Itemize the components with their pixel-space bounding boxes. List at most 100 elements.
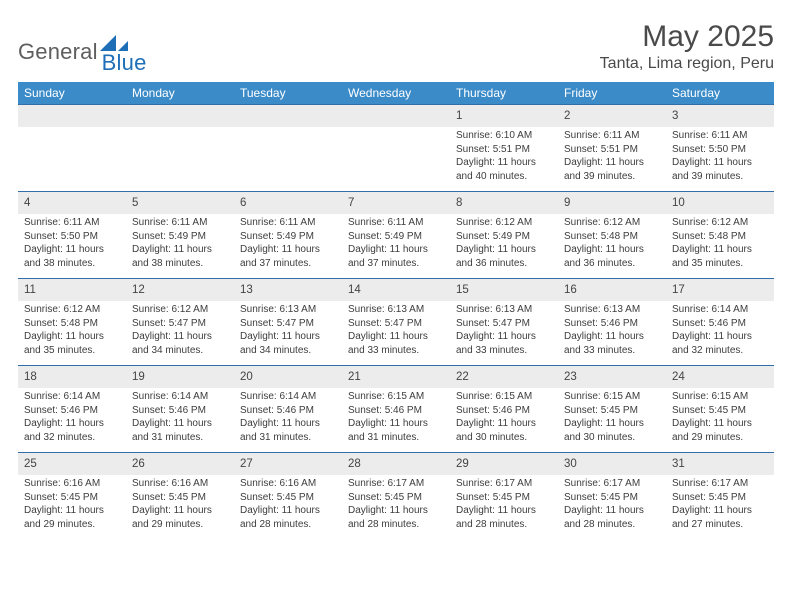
detail-line: Sunrise: 6:14 AM <box>672 303 768 317</box>
title-block: May 2025 Tanta, Lima region, Peru <box>600 20 774 73</box>
detail-line: Sunset: 5:49 PM <box>240 230 336 244</box>
day-detail-cell: Sunrise: 6:12 AMSunset: 5:48 PMDaylight:… <box>18 301 126 366</box>
detail-line: Sunset: 5:49 PM <box>348 230 444 244</box>
detail-line: Daylight: 11 hours and 33 minutes. <box>564 330 660 357</box>
detail-line: Sunset: 5:47 PM <box>348 317 444 331</box>
day-detail-cell: Sunrise: 6:11 AMSunset: 5:50 PMDaylight:… <box>18 214 126 279</box>
detail-line: Sunset: 5:45 PM <box>672 404 768 418</box>
logo: General Blue <box>18 28 147 76</box>
detail-row: Sunrise: 6:10 AMSunset: 5:51 PMDaylight:… <box>18 127 774 192</box>
calendar-page: General Blue May 2025 Tanta, Lima region… <box>0 0 792 612</box>
day-number-cell: 8 <box>450 192 558 215</box>
day-detail-cell: Sunrise: 6:11 AMSunset: 5:49 PMDaylight:… <box>234 214 342 279</box>
day-number-cell: 31 <box>666 453 774 476</box>
detail-line: Daylight: 11 hours and 29 minutes. <box>132 504 228 531</box>
detail-line: Sunset: 5:45 PM <box>24 491 120 505</box>
day-number-cell: 28 <box>342 453 450 476</box>
detail-line: Sunset: 5:45 PM <box>240 491 336 505</box>
detail-line: Sunset: 5:49 PM <box>456 230 552 244</box>
detail-line: Sunset: 5:46 PM <box>348 404 444 418</box>
detail-line: Sunset: 5:47 PM <box>132 317 228 331</box>
day-header-row: Sunday Monday Tuesday Wednesday Thursday… <box>18 82 774 105</box>
detail-line: Sunrise: 6:12 AM <box>132 303 228 317</box>
daynum-row: 45678910 <box>18 192 774 215</box>
day-number-cell: 1 <box>450 105 558 128</box>
day-number-cell: 11 <box>18 279 126 302</box>
detail-line: Daylight: 11 hours and 28 minutes. <box>564 504 660 531</box>
detail-line: Sunset: 5:46 PM <box>240 404 336 418</box>
detail-line: Sunrise: 6:17 AM <box>456 477 552 491</box>
day-number-cell <box>18 105 126 128</box>
detail-line: Sunset: 5:51 PM <box>564 143 660 157</box>
day-number-cell: 14 <box>342 279 450 302</box>
detail-line: Daylight: 11 hours and 39 minutes. <box>564 156 660 183</box>
day-number-cell: 16 <box>558 279 666 302</box>
detail-line: Sunset: 5:46 PM <box>456 404 552 418</box>
day-detail-cell: Sunrise: 6:11 AMSunset: 5:49 PMDaylight:… <box>126 214 234 279</box>
detail-line: Sunrise: 6:14 AM <box>24 390 120 404</box>
dayhead-wed: Wednesday <box>342 82 450 105</box>
day-detail-cell: Sunrise: 6:12 AMSunset: 5:48 PMDaylight:… <box>558 214 666 279</box>
day-number-cell: 24 <box>666 366 774 389</box>
detail-line: Daylight: 11 hours and 30 minutes. <box>564 417 660 444</box>
detail-line: Sunrise: 6:12 AM <box>672 216 768 230</box>
detail-line: Daylight: 11 hours and 35 minutes. <box>672 243 768 270</box>
day-detail-cell: Sunrise: 6:11 AMSunset: 5:51 PMDaylight:… <box>558 127 666 192</box>
detail-line: Sunrise: 6:11 AM <box>132 216 228 230</box>
day-number-cell <box>126 105 234 128</box>
detail-line: Sunset: 5:45 PM <box>132 491 228 505</box>
day-detail-cell <box>234 127 342 192</box>
day-detail-cell: Sunrise: 6:17 AMSunset: 5:45 PMDaylight:… <box>558 475 666 539</box>
detail-row: Sunrise: 6:11 AMSunset: 5:50 PMDaylight:… <box>18 214 774 279</box>
daynum-row: 18192021222324 <box>18 366 774 389</box>
detail-line: Sunset: 5:46 PM <box>24 404 120 418</box>
detail-line: Sunset: 5:45 PM <box>348 491 444 505</box>
daynum-row: 11121314151617 <box>18 279 774 302</box>
detail-line: Sunrise: 6:11 AM <box>240 216 336 230</box>
day-number-cell: 18 <box>18 366 126 389</box>
day-detail-cell <box>342 127 450 192</box>
detail-line: Daylight: 11 hours and 33 minutes. <box>348 330 444 357</box>
detail-line: Sunset: 5:50 PM <box>672 143 768 157</box>
detail-line: Sunset: 5:45 PM <box>456 491 552 505</box>
day-number-cell: 25 <box>18 453 126 476</box>
detail-line: Sunrise: 6:12 AM <box>564 216 660 230</box>
day-number-cell: 4 <box>18 192 126 215</box>
detail-line: Sunrise: 6:15 AM <box>348 390 444 404</box>
day-number-cell: 5 <box>126 192 234 215</box>
detail-line: Daylight: 11 hours and 28 minutes. <box>456 504 552 531</box>
day-number-cell: 27 <box>234 453 342 476</box>
detail-line: Sunset: 5:49 PM <box>132 230 228 244</box>
dayhead-thu: Thursday <box>450 82 558 105</box>
day-number-cell: 6 <box>234 192 342 215</box>
day-detail-cell: Sunrise: 6:12 AMSunset: 5:49 PMDaylight:… <box>450 214 558 279</box>
day-number-cell: 17 <box>666 279 774 302</box>
detail-line: Daylight: 11 hours and 31 minutes. <box>132 417 228 444</box>
day-detail-cell: Sunrise: 6:16 AMSunset: 5:45 PMDaylight:… <box>126 475 234 539</box>
day-detail-cell: Sunrise: 6:15 AMSunset: 5:45 PMDaylight:… <box>666 388 774 453</box>
detail-line: Sunrise: 6:14 AM <box>132 390 228 404</box>
detail-line: Daylight: 11 hours and 34 minutes. <box>132 330 228 357</box>
detail-line: Sunrise: 6:17 AM <box>564 477 660 491</box>
logo-text-blue: Blue <box>102 50 147 76</box>
detail-line: Daylight: 11 hours and 28 minutes. <box>348 504 444 531</box>
detail-line: Sunset: 5:48 PM <box>564 230 660 244</box>
detail-line: Sunset: 5:46 PM <box>564 317 660 331</box>
detail-line: Sunrise: 6:15 AM <box>672 390 768 404</box>
detail-line: Daylight: 11 hours and 40 minutes. <box>456 156 552 183</box>
detail-line: Daylight: 11 hours and 32 minutes. <box>672 330 768 357</box>
detail-line: Sunrise: 6:13 AM <box>564 303 660 317</box>
detail-line: Sunrise: 6:11 AM <box>564 129 660 143</box>
location-text: Tanta, Lima region, Peru <box>600 55 774 73</box>
detail-row: Sunrise: 6:14 AMSunset: 5:46 PMDaylight:… <box>18 388 774 453</box>
day-detail-cell: Sunrise: 6:14 AMSunset: 5:46 PMDaylight:… <box>126 388 234 453</box>
detail-line: Daylight: 11 hours and 32 minutes. <box>24 417 120 444</box>
day-detail-cell: Sunrise: 6:11 AMSunset: 5:50 PMDaylight:… <box>666 127 774 192</box>
detail-line: Daylight: 11 hours and 38 minutes. <box>132 243 228 270</box>
day-detail-cell: Sunrise: 6:14 AMSunset: 5:46 PMDaylight:… <box>234 388 342 453</box>
day-number-cell: 19 <box>126 366 234 389</box>
day-detail-cell: Sunrise: 6:11 AMSunset: 5:49 PMDaylight:… <box>342 214 450 279</box>
detail-line: Sunset: 5:45 PM <box>564 404 660 418</box>
dayhead-mon: Monday <box>126 82 234 105</box>
day-detail-cell: Sunrise: 6:12 AMSunset: 5:47 PMDaylight:… <box>126 301 234 366</box>
